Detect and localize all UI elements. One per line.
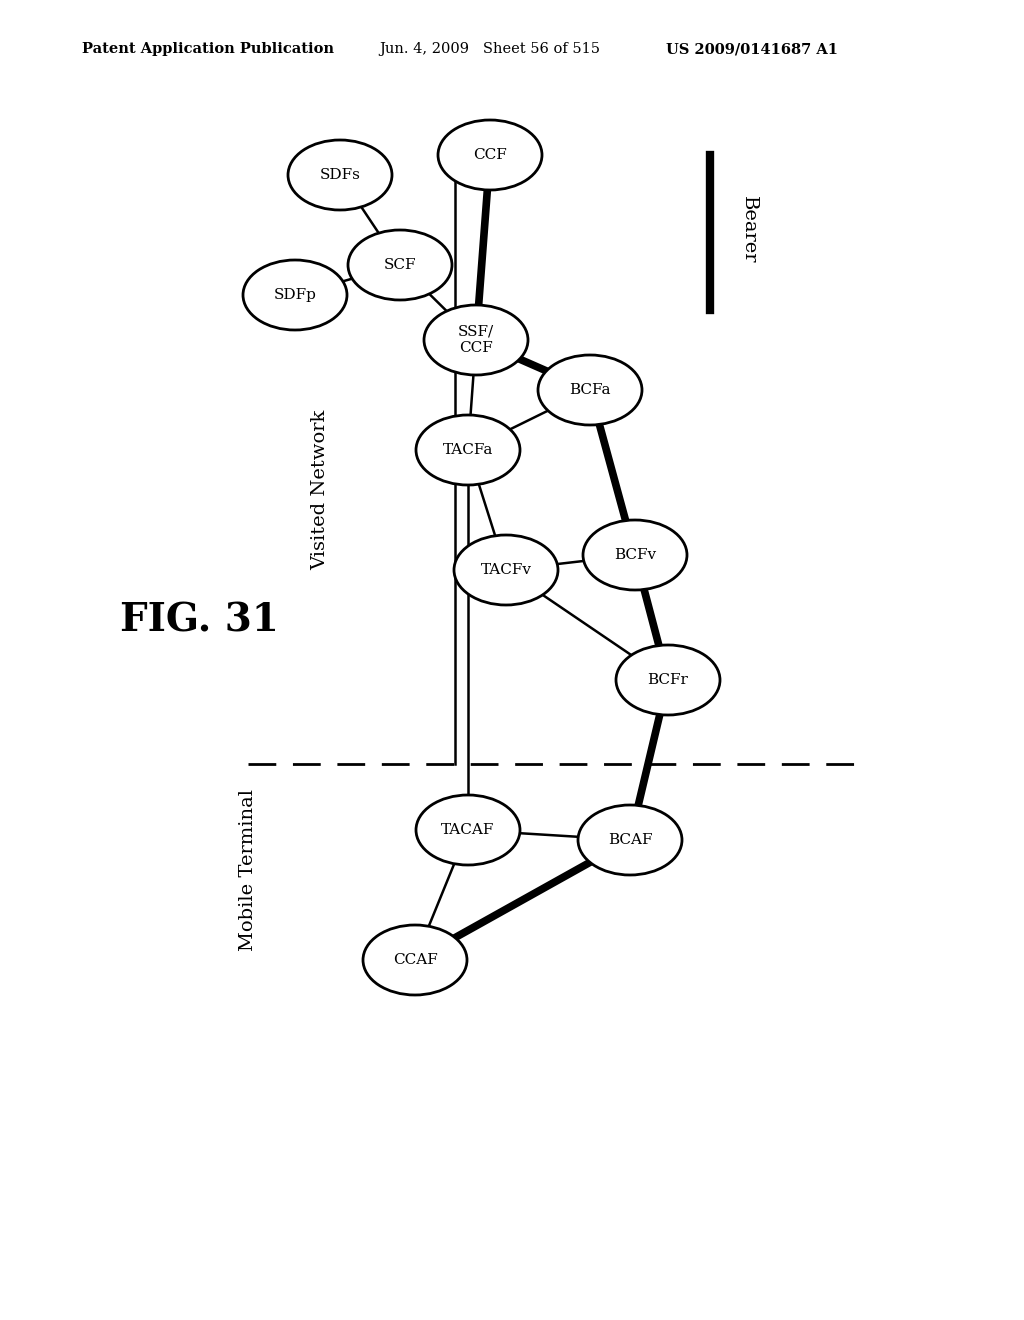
Text: SCF: SCF bbox=[384, 257, 416, 272]
Text: CCAF: CCAF bbox=[392, 953, 437, 968]
Text: BCAF: BCAF bbox=[608, 833, 652, 847]
Text: US 2009/0141687 A1: US 2009/0141687 A1 bbox=[666, 42, 838, 57]
Text: Jun. 4, 2009   Sheet 56 of 515: Jun. 4, 2009 Sheet 56 of 515 bbox=[379, 42, 600, 57]
Ellipse shape bbox=[538, 355, 642, 425]
Text: SDFs: SDFs bbox=[319, 168, 360, 182]
Ellipse shape bbox=[288, 140, 392, 210]
Text: TACAF: TACAF bbox=[441, 822, 495, 837]
Text: Patent Application Publication: Patent Application Publication bbox=[82, 42, 334, 57]
Ellipse shape bbox=[578, 805, 682, 875]
Ellipse shape bbox=[348, 230, 452, 300]
Text: Bearer: Bearer bbox=[740, 197, 758, 264]
Text: FIG. 31: FIG. 31 bbox=[120, 601, 279, 639]
Text: BCFa: BCFa bbox=[569, 383, 610, 397]
Ellipse shape bbox=[438, 120, 542, 190]
Text: Visited Network: Visited Network bbox=[311, 409, 329, 570]
Text: TACFv: TACFv bbox=[480, 564, 531, 577]
Ellipse shape bbox=[424, 305, 528, 375]
Text: SDFp: SDFp bbox=[273, 288, 316, 302]
Ellipse shape bbox=[243, 260, 347, 330]
Text: TACFa: TACFa bbox=[442, 444, 494, 457]
Text: SSF/
CCF: SSF/ CCF bbox=[458, 325, 494, 355]
Text: Mobile Terminal: Mobile Terminal bbox=[239, 789, 257, 950]
Text: BCFr: BCFr bbox=[647, 673, 688, 686]
Text: CCF: CCF bbox=[473, 148, 507, 162]
Ellipse shape bbox=[362, 925, 467, 995]
Ellipse shape bbox=[616, 645, 720, 715]
Text: BCFv: BCFv bbox=[614, 548, 656, 562]
Ellipse shape bbox=[454, 535, 558, 605]
Ellipse shape bbox=[416, 414, 520, 484]
Ellipse shape bbox=[416, 795, 520, 865]
Ellipse shape bbox=[583, 520, 687, 590]
